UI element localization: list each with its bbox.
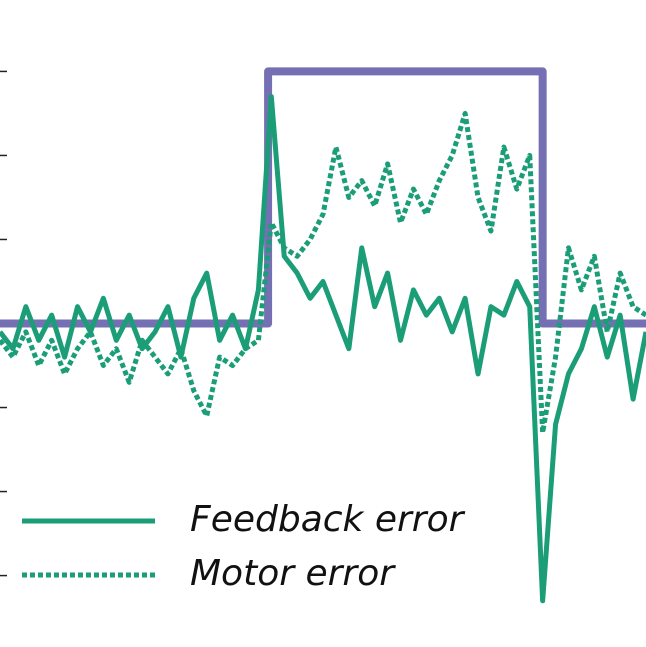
series-line: [0, 94, 646, 604]
legend-label: Motor error: [190, 553, 396, 594]
legend-label: Feedback error: [190, 499, 466, 540]
series-line: [0, 110, 646, 436]
